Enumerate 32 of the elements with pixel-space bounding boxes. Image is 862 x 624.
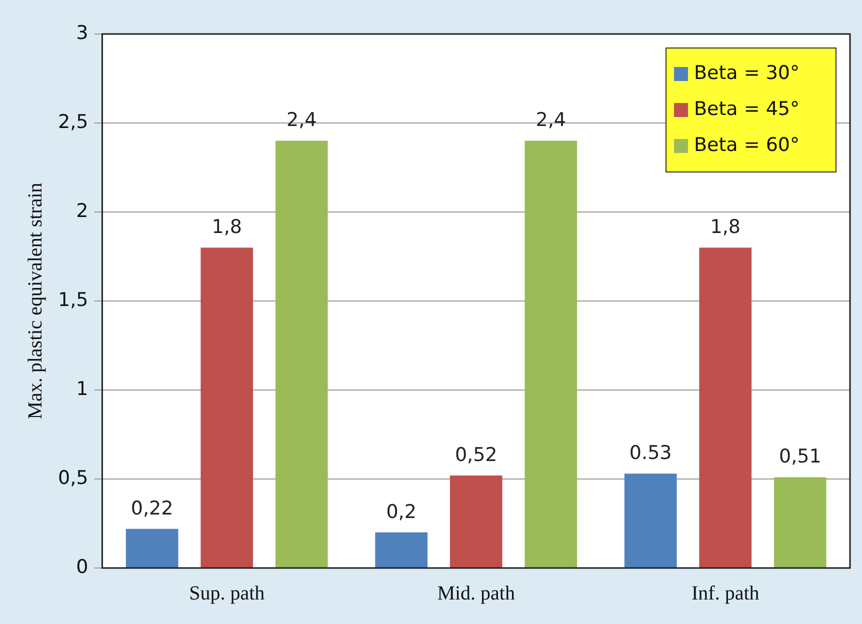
y-tick-label: 3 [76, 22, 88, 44]
x-tick-label: Mid. path [437, 582, 515, 604]
data-label: 0,51 [778, 446, 822, 468]
bar [699, 248, 752, 568]
legend-label: Beta = 45° [694, 98, 800, 120]
legend-label: Beta = 60° [694, 134, 800, 156]
x-tick-label: Inf. path [691, 582, 760, 604]
data-label: 2,4 [286, 109, 317, 132]
bar [375, 532, 428, 568]
y-tick-label: 1,5 [58, 288, 88, 311]
bar [624, 474, 677, 568]
data-label: 1,8 [710, 216, 740, 238]
y-axis-title: Max. plastic equivalent strain [24, 182, 46, 420]
bar [126, 528, 178, 568]
bar [275, 140, 328, 568]
y-tick-label: 2 [76, 200, 88, 222]
data-label: 0,22 [130, 497, 174, 520]
y-tick-label: 1 [76, 378, 88, 400]
data-label: 0.53 [629, 442, 672, 464]
data-label: 1,8 [212, 216, 242, 238]
x-tick-label: Sup. path [189, 582, 265, 604]
y-tick-label: 0,5 [58, 466, 88, 489]
legend-label: Beta = 30° [694, 62, 800, 84]
y-tick-label: 2,5 [58, 110, 88, 133]
y-tick-label: 0 [76, 556, 88, 578]
bar [450, 475, 502, 568]
data-label: 0,2 [386, 500, 416, 523]
data-label: 2,4 [536, 109, 566, 132]
bar [774, 477, 826, 568]
bar [524, 140, 578, 568]
data-label: 0,52 [454, 444, 498, 466]
bar [200, 248, 254, 568]
